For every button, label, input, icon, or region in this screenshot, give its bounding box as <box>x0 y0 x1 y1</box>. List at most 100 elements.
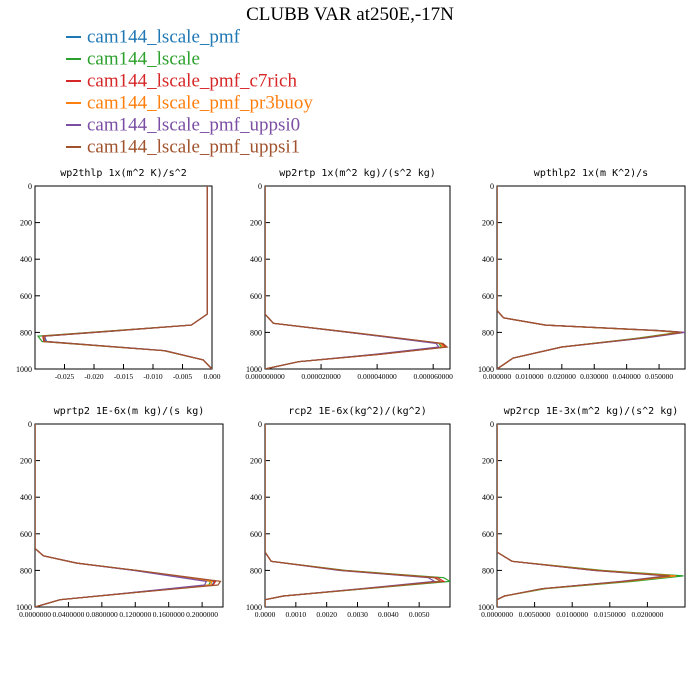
plot-frame <box>34 185 213 370</box>
y-tick-label: 400 <box>20 493 32 502</box>
series-line <box>497 186 679 369</box>
legend-swatch <box>66 124 81 127</box>
series-line <box>35 424 217 607</box>
x-tick-label: 0.000040000 <box>357 372 397 381</box>
y-tick-label: 400 <box>250 493 262 502</box>
series-line <box>43 186 212 369</box>
series-line <box>35 424 222 607</box>
y-tick-label: 600 <box>482 292 494 301</box>
x-tick-label: 0.1600000 <box>153 610 185 619</box>
x-tick-label: 0.000000000 <box>245 372 285 381</box>
chart-title: wp2rcp 1E-3x(m^2 kg)/(s^2 kg) <box>504 406 679 417</box>
y-tick-label: 800 <box>482 328 494 337</box>
chart-panel: rcp2 1E-6x(kg^2)/(kg^2) 0 200 400 600 800 1000… <box>246 406 451 619</box>
y-tick-label: 0 <box>258 182 262 191</box>
y-tick-label: 1000 <box>246 365 262 374</box>
legend-label: cam144_lscale_pmf_pr3buoy <box>87 92 313 114</box>
legend-swatch <box>66 36 81 39</box>
y-tick-label: 0 <box>258 420 262 429</box>
y-tick-label: 200 <box>250 219 262 228</box>
x-tick-label: 0.000020000 <box>301 372 341 381</box>
plot-frame <box>264 423 451 608</box>
chart-panel: wp2rcp 1E-3x(m^2 kg)/(s^2 kg) 0 200 400 600 8… <box>478 406 686 619</box>
series-line <box>497 186 684 369</box>
y-tick-label: 600 <box>20 292 32 301</box>
chart-title: wp2rtp 1x(m^2 kg)/(s^2 kg) <box>279 168 436 179</box>
x-tick-label: -0.015 <box>114 372 134 381</box>
x-tick-label: 0.0100000 <box>556 610 588 619</box>
series-line <box>35 424 212 607</box>
series-line <box>265 424 450 607</box>
series-line <box>44 186 212 369</box>
series-line <box>265 186 443 369</box>
series-line <box>35 424 216 607</box>
legend: cam144_lscale_pmf cam144_lscale cam144_l… <box>66 26 313 158</box>
plot-frame <box>496 185 686 370</box>
series-line <box>265 424 443 607</box>
chart-title: rcp2 1E-6x(kg^2)/(kg^2) <box>288 406 426 417</box>
y-tick-label: 600 <box>250 530 262 539</box>
y-tick-label: 0 <box>28 420 32 429</box>
x-tick-label: 0.0020 <box>316 610 337 619</box>
legend-swatch <box>66 102 81 105</box>
y-tick-label: 800 <box>20 566 32 575</box>
plot-frame <box>496 423 686 608</box>
x-tick-label: 0.0800000 <box>86 610 118 619</box>
x-tick-label: 0.0000 <box>255 610 276 619</box>
x-tick-label: 0.0050 <box>409 610 430 619</box>
series-line <box>36 186 212 369</box>
legend-item: cam144_lscale_pmf_uppsi0 <box>66 114 313 136</box>
y-tick-label: 800 <box>20 328 32 337</box>
legend-item: cam144_lscale_pmf <box>66 26 313 48</box>
x-tick-label: 0.0030 <box>347 610 368 619</box>
series-line <box>497 186 685 369</box>
legend-label: cam144_lscale <box>87 48 200 70</box>
series-line <box>265 186 449 369</box>
x-tick-label: -0.025 <box>55 372 75 381</box>
x-tick-label: 0.040000 <box>613 372 641 381</box>
legend-swatch <box>66 146 81 149</box>
y-tick-label: 400 <box>482 493 494 502</box>
chart-title: wprtp2 1E-6x(m kg)/(s kg) <box>54 406 205 417</box>
y-tick-label: 200 <box>20 219 32 228</box>
legend-swatch <box>66 58 81 61</box>
legend-label: cam144_lscale_pmf_uppsi1 <box>87 136 301 158</box>
x-tick-label: 0.0040 <box>378 610 399 619</box>
series-line <box>497 186 682 369</box>
legend-item: cam144_lscale_pmf_pr3buoy <box>66 92 313 114</box>
x-tick-label: 0.1200000 <box>119 610 151 619</box>
x-tick-label: 0.050000 <box>645 372 673 381</box>
y-tick-label: 200 <box>482 219 494 228</box>
legend-label: cam144_lscale_pmf <box>87 26 241 48</box>
series-line <box>41 186 212 369</box>
series-line <box>265 186 440 369</box>
legend-item: cam144_lscale_pmf_c7rich <box>66 70 313 92</box>
series-line <box>497 424 684 607</box>
chart-panel: wprtp2 1E-6x(m kg)/(s kg) 0 200 400 600 800 10… <box>16 406 224 619</box>
x-tick-label: 0.0050000 <box>519 610 551 619</box>
series-line <box>35 424 213 607</box>
x-tick-label: 0.000060000 <box>413 372 453 381</box>
y-tick-label: 200 <box>250 457 262 466</box>
y-tick-label: 200 <box>482 457 494 466</box>
x-tick-label: 0.0200000 <box>631 610 663 619</box>
series-line <box>265 424 446 607</box>
y-tick-label: 400 <box>482 255 494 264</box>
chart-panel: wpthlp2 1x(m K^2)/s 0 200 400 600 800 10000.00… <box>478 168 686 381</box>
x-tick-label: 0.0150000 <box>594 610 626 619</box>
legend-item: cam144_lscale_pmf_uppsi1 <box>66 136 313 158</box>
legend-swatch <box>66 80 81 83</box>
legend-label: cam144_lscale_pmf_uppsi0 <box>87 114 301 136</box>
chart-panel: wp2rtp 1x(m^2 kg)/(s^2 kg) 0 200 400 600 800 1… <box>245 168 453 381</box>
y-tick-label: 1000 <box>478 603 494 612</box>
y-tick-label: 800 <box>482 566 494 575</box>
x-tick-label: 0.2000000 <box>186 610 218 619</box>
legend-item: cam144_lscale <box>66 48 313 70</box>
y-tick-label: 1000 <box>16 365 32 374</box>
series-line <box>265 424 443 607</box>
y-tick-label: 800 <box>250 566 262 575</box>
y-tick-label: 600 <box>250 292 262 301</box>
y-tick-label: 0 <box>490 182 494 191</box>
chart-title: wpthlp2 1x(m K^2)/s <box>534 168 648 179</box>
